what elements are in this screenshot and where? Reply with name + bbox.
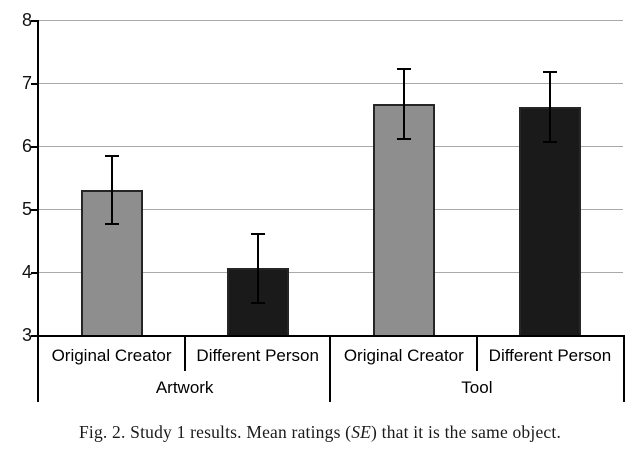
y-gridline (38, 83, 623, 84)
error-bar-cap-top (250, 232, 265, 235)
caption-text-suffix: ) that it is the same object. (371, 422, 562, 442)
group-divider-line (328, 335, 331, 402)
y-gridline (38, 20, 623, 21)
group-label: Artwork (155, 378, 214, 397)
y-gridline (38, 146, 623, 147)
category-label: Different Person (488, 346, 612, 365)
error-bar-cap-top (542, 71, 557, 74)
y-tick-label: 5 (21, 199, 32, 219)
y-axis-line (36, 20, 39, 402)
y-tick-mark (30, 146, 37, 148)
error-bar-line (256, 233, 259, 303)
y-tick-mark (30, 272, 37, 274)
caption-italic-se: SE (351, 422, 372, 442)
error-bar-line (402, 68, 405, 140)
error-bar-cap-top (396, 67, 411, 70)
error-bar-line (548, 72, 551, 142)
category-label: Original Creator (343, 346, 464, 365)
error-bar-cap-bottom (396, 138, 411, 141)
y-tick-label: 7 (21, 73, 32, 93)
y-tick-label: 6 (21, 136, 32, 156)
error-bar-cap-bottom (250, 301, 265, 304)
group-divider-line (623, 335, 625, 402)
category-label: Original Creator (51, 346, 172, 365)
category-label: Different Person (196, 346, 319, 365)
y-tick-mark (30, 335, 37, 337)
error-bar-cap-bottom (542, 140, 557, 143)
category-divider-line (183, 337, 186, 371)
y-tick-mark (30, 209, 37, 211)
error-bar-line (110, 156, 113, 225)
group-label: Tool (461, 378, 493, 397)
figure-caption: Fig. 2. Study 1 results. Mean ratings (S… (0, 422, 640, 443)
bar (518, 106, 581, 337)
error-bar-cap-top (104, 155, 119, 158)
y-tick-label: 4 (21, 262, 32, 282)
caption-text: Fig. 2. Study 1 results. Mean ratings ( (78, 422, 352, 442)
group-divider-line (36, 335, 39, 402)
category-divider-line (475, 337, 478, 371)
y-tick-mark (30, 83, 37, 85)
y-gridline (38, 272, 623, 273)
y-tick-label: 8 (21, 10, 32, 30)
y-tick-mark (30, 20, 37, 22)
y-gridline (38, 209, 623, 210)
y-tick-label: 3 (21, 325, 32, 345)
error-bar-cap-bottom (104, 223, 119, 226)
